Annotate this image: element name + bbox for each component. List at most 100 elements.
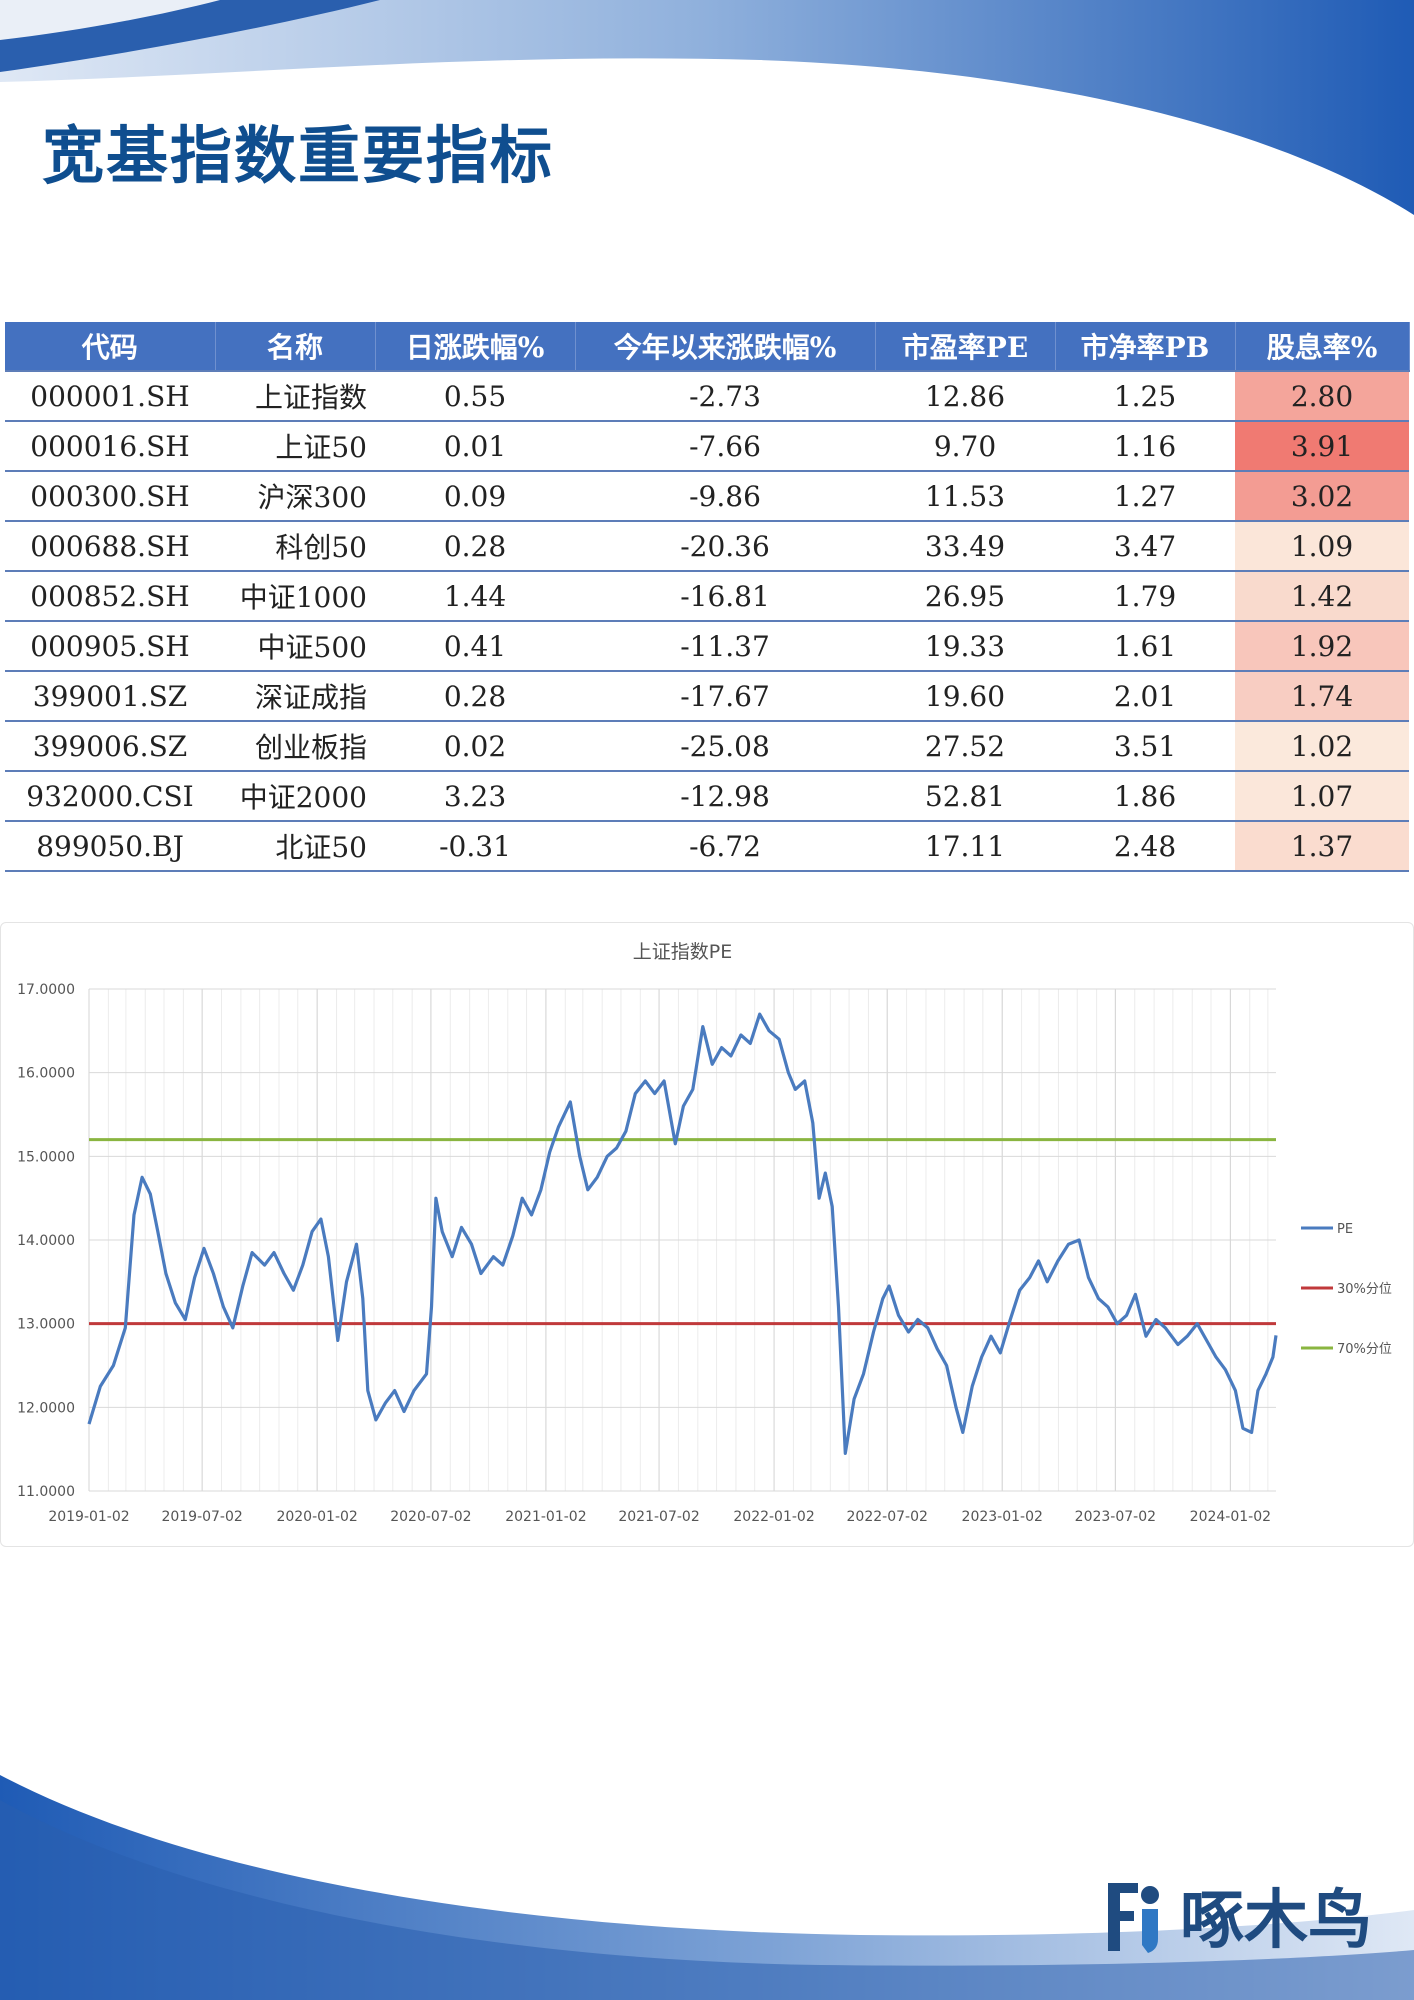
cell-pe: 33.49 — [875, 520, 1055, 571]
cell-ytd-change: -11.37 — [575, 620, 875, 671]
brand-logo: 啄木鸟 — [1098, 1875, 1398, 1958]
cell-ytd-change: -20.36 — [575, 520, 875, 571]
cell-ytd-change: -12.98 — [575, 770, 875, 821]
cell-name: 中证2000 — [215, 770, 375, 821]
y-tick-label: 16.0000 — [17, 1066, 75, 1082]
y-tick-label: 15.0000 — [17, 1149, 75, 1165]
cell-day-change: 0.09 — [375, 470, 575, 521]
cell-dividend-yield: 3.91 — [1235, 420, 1409, 471]
cell-ytd-change: -6.72 — [575, 820, 875, 872]
cell-code: 399006.SZ — [5, 720, 215, 771]
cell-pe: 52.81 — [875, 770, 1055, 821]
cell-day-change: 0.01 — [375, 420, 575, 471]
cell-name: 中证1000 — [215, 570, 375, 621]
pe-chart-panel: 上证指数PE 2019-01-02 2019-07-02 2020-01-02 2020… — [0, 922, 1414, 1547]
cell-pb: 1.86 — [1055, 770, 1235, 821]
header-day-change: 日涨跌幅% — [375, 322, 576, 371]
table-row: 000001.SH 上证指数 0.55 -2.73 12.86 1.25 2.80 — [5, 370, 1409, 421]
table-row: 899050.BJ 北证50 -0.31 -6.72 17.11 2.48 1.37 — [5, 820, 1409, 872]
table-row: 932000.CSI 中证2000 3.23 -12.98 52.81 1.86 1.07 — [5, 770, 1409, 821]
header-pb: 市净率PB — [1055, 322, 1236, 371]
series-line-pe — [87, 1012, 1278, 1455]
cell-dividend-yield: 1.74 — [1235, 670, 1409, 721]
cell-dividend-yield: 1.92 — [1235, 620, 1409, 671]
cell-name: 上证50 — [215, 420, 375, 471]
index-metrics-table: 代码 名称 日涨跌幅% 今年以来涨跌幅% 市盈率PE 市净率PB 股息率% 00… — [5, 322, 1410, 872]
cell-pe: 17.11 — [875, 820, 1055, 872]
table-row: 000016.SH 上证50 0.01 -7.66 9.70 1.16 3.91 — [5, 420, 1409, 471]
pe-line-chart: 上证指数PE 2019-01-02 2019-07-02 2020-01-02 2020… — [17, 941, 1392, 1525]
table-row: 399006.SZ 创业板指 0.02 -25.08 27.52 3.51 1.02 — [5, 720, 1409, 771]
table-row: 000852.SH 中证1000 1.44 -16.81 26.95 1.79 1.42 — [5, 570, 1409, 621]
cell-code: 932000.CSI — [5, 770, 215, 821]
cell-pe: 9.70 — [875, 420, 1055, 471]
cell-name: 沪深300 — [215, 470, 375, 521]
cell-pe: 19.33 — [875, 620, 1055, 671]
y-tick-label: 17.0000 — [17, 982, 75, 998]
table-header-row: 代码 名称 日涨跌幅% 今年以来涨跌幅% 市盈率PE 市净率PB 股息率% — [5, 322, 1410, 371]
cell-day-change: 0.41 — [375, 620, 575, 671]
table-row: 399001.SZ 深证成指 0.28 -17.67 19.60 2.01 1.74 — [5, 670, 1409, 721]
cell-dividend-yield: 1.02 — [1235, 720, 1409, 771]
cell-dividend-yield: 1.37 — [1235, 820, 1409, 872]
cell-code: 000688.SH — [5, 520, 215, 571]
legend-label: PE — [1337, 1222, 1353, 1237]
y-tick-label: 11.0000 — [17, 1484, 75, 1500]
cell-pb: 1.25 — [1055, 370, 1235, 421]
logo-text: 啄木鸟 — [1180, 1884, 1372, 1958]
cell-ytd-change: -2.73 — [575, 370, 875, 421]
cell-name: 科创50 — [215, 520, 375, 571]
cell-pb: 1.16 — [1055, 420, 1235, 471]
cell-pe: 12.86 — [875, 370, 1055, 421]
cell-day-change: 0.55 — [375, 370, 575, 421]
cell-pb: 3.51 — [1055, 720, 1235, 771]
legend-label: 30%分位 — [1337, 1282, 1392, 1297]
chart-title: 上证指数PE — [633, 941, 732, 963]
x-tick-label: 2019-01-02 — [48, 1509, 129, 1525]
cell-name: 深证成指 — [215, 670, 375, 721]
cell-day-change: 0.02 — [375, 720, 575, 771]
cell-pb: 1.61 — [1055, 620, 1235, 671]
cell-ytd-change: -16.81 — [575, 570, 875, 621]
header-pe: 市盈率PE — [875, 322, 1056, 371]
header-dividend-yield: 股息率% — [1235, 322, 1410, 371]
x-tick-label: 2020-01-02 — [276, 1509, 357, 1525]
cell-pe: 19.60 — [875, 670, 1055, 721]
cell-code: 000300.SH — [5, 470, 215, 521]
cell-name: 北证50 — [215, 820, 375, 872]
cell-day-change: 0.28 — [375, 520, 575, 571]
x-tick-label: 2023-01-02 — [962, 1509, 1043, 1525]
cell-dividend-yield: 1.42 — [1235, 570, 1409, 621]
y-tick-label: 13.0000 — [17, 1317, 75, 1333]
cell-name: 中证500 — [215, 620, 375, 671]
cell-pe: 27.52 — [875, 720, 1055, 771]
y-tick-label: 14.0000 — [17, 1233, 75, 1249]
x-tick-label: 2022-07-02 — [847, 1509, 928, 1525]
cell-name: 创业板指 — [215, 720, 375, 771]
x-tick-label: 2024-01-02 — [1190, 1509, 1271, 1525]
header-name: 名称 — [215, 322, 376, 371]
cell-day-change: 1.44 — [375, 570, 575, 621]
cell-day-change: -0.31 — [375, 820, 575, 872]
cell-code: 000001.SH — [5, 370, 215, 421]
cell-pb: 2.01 — [1055, 670, 1235, 721]
x-tick-label: 2023-07-02 — [1075, 1509, 1156, 1525]
page-title: 宽基指数重要指标 — [42, 119, 555, 192]
cell-ytd-change: -7.66 — [575, 420, 875, 471]
header-code: 代码 — [5, 322, 216, 371]
cell-day-change: 3.23 — [375, 770, 575, 821]
cell-ytd-change: -9.86 — [575, 470, 875, 521]
cell-dividend-yield: 2.80 — [1235, 370, 1409, 421]
cell-code: 899050.BJ — [5, 820, 215, 872]
cell-name: 上证指数 — [215, 370, 375, 421]
table-row: 000688.SH 科创50 0.28 -20.36 33.49 3.47 1.09 — [5, 520, 1409, 571]
x-tick-label: 2019-07-02 — [161, 1509, 242, 1525]
cell-pb: 1.27 — [1055, 470, 1235, 521]
cell-dividend-yield: 3.02 — [1235, 470, 1409, 521]
cell-pb: 3.47 — [1055, 520, 1235, 571]
header-ytd-change: 今年以来涨跌幅% — [575, 322, 876, 371]
cell-code: 399001.SZ — [5, 670, 215, 721]
x-tick-label: 2022-01-02 — [733, 1509, 814, 1525]
table-row: 000905.SH 中证500 0.41 -11.37 19.33 1.61 1.92 — [5, 620, 1409, 671]
cell-pb: 2.48 — [1055, 820, 1235, 872]
